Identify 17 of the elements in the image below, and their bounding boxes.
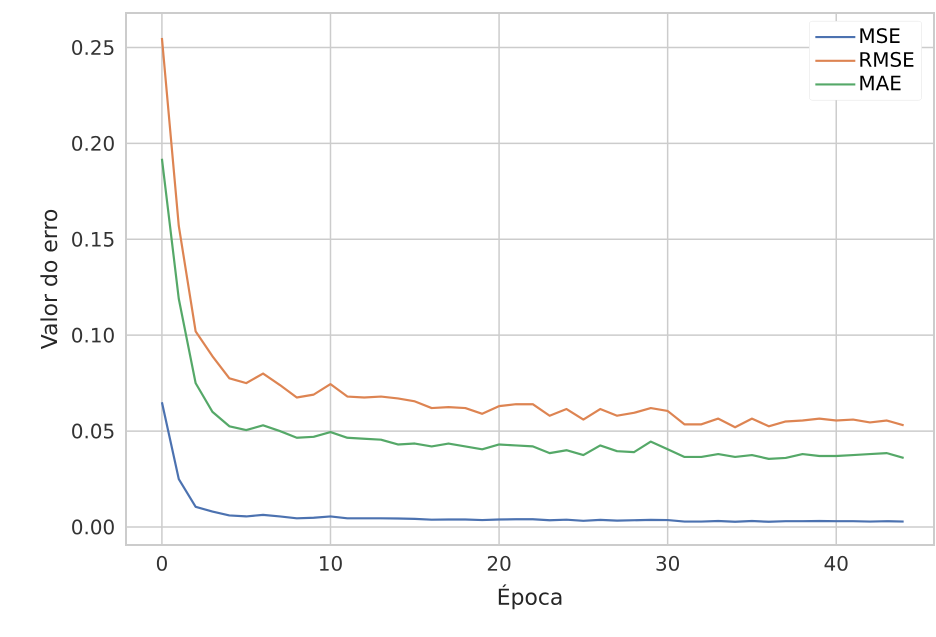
x-tick-label: 0 <box>156 556 167 571</box>
x-tick-label: 40 <box>824 556 848 571</box>
y-tick-label: 0.10 <box>72 328 114 343</box>
y-tick-label: 0.15 <box>72 232 114 247</box>
legend-label: RMSE <box>860 52 914 67</box>
x-tick-label: 10 <box>320 556 342 571</box>
legend-label: MAE <box>860 76 901 90</box>
line-series <box>160 158 905 460</box>
x-tick-label: 20 <box>488 556 510 571</box>
legend-label: MSE <box>860 28 900 44</box>
y-tick-label: 0.20 <box>72 136 114 151</box>
x-axis-title: Época <box>498 584 562 610</box>
x-tick-label: 30 <box>656 556 680 571</box>
y-tick-label: 0.25 <box>72 40 114 56</box>
y-axis-title: Valor do erro <box>40 210 58 350</box>
y-tick-label: 0.05 <box>72 424 114 439</box>
y-tick-label: 0.00 <box>72 519 114 534</box>
